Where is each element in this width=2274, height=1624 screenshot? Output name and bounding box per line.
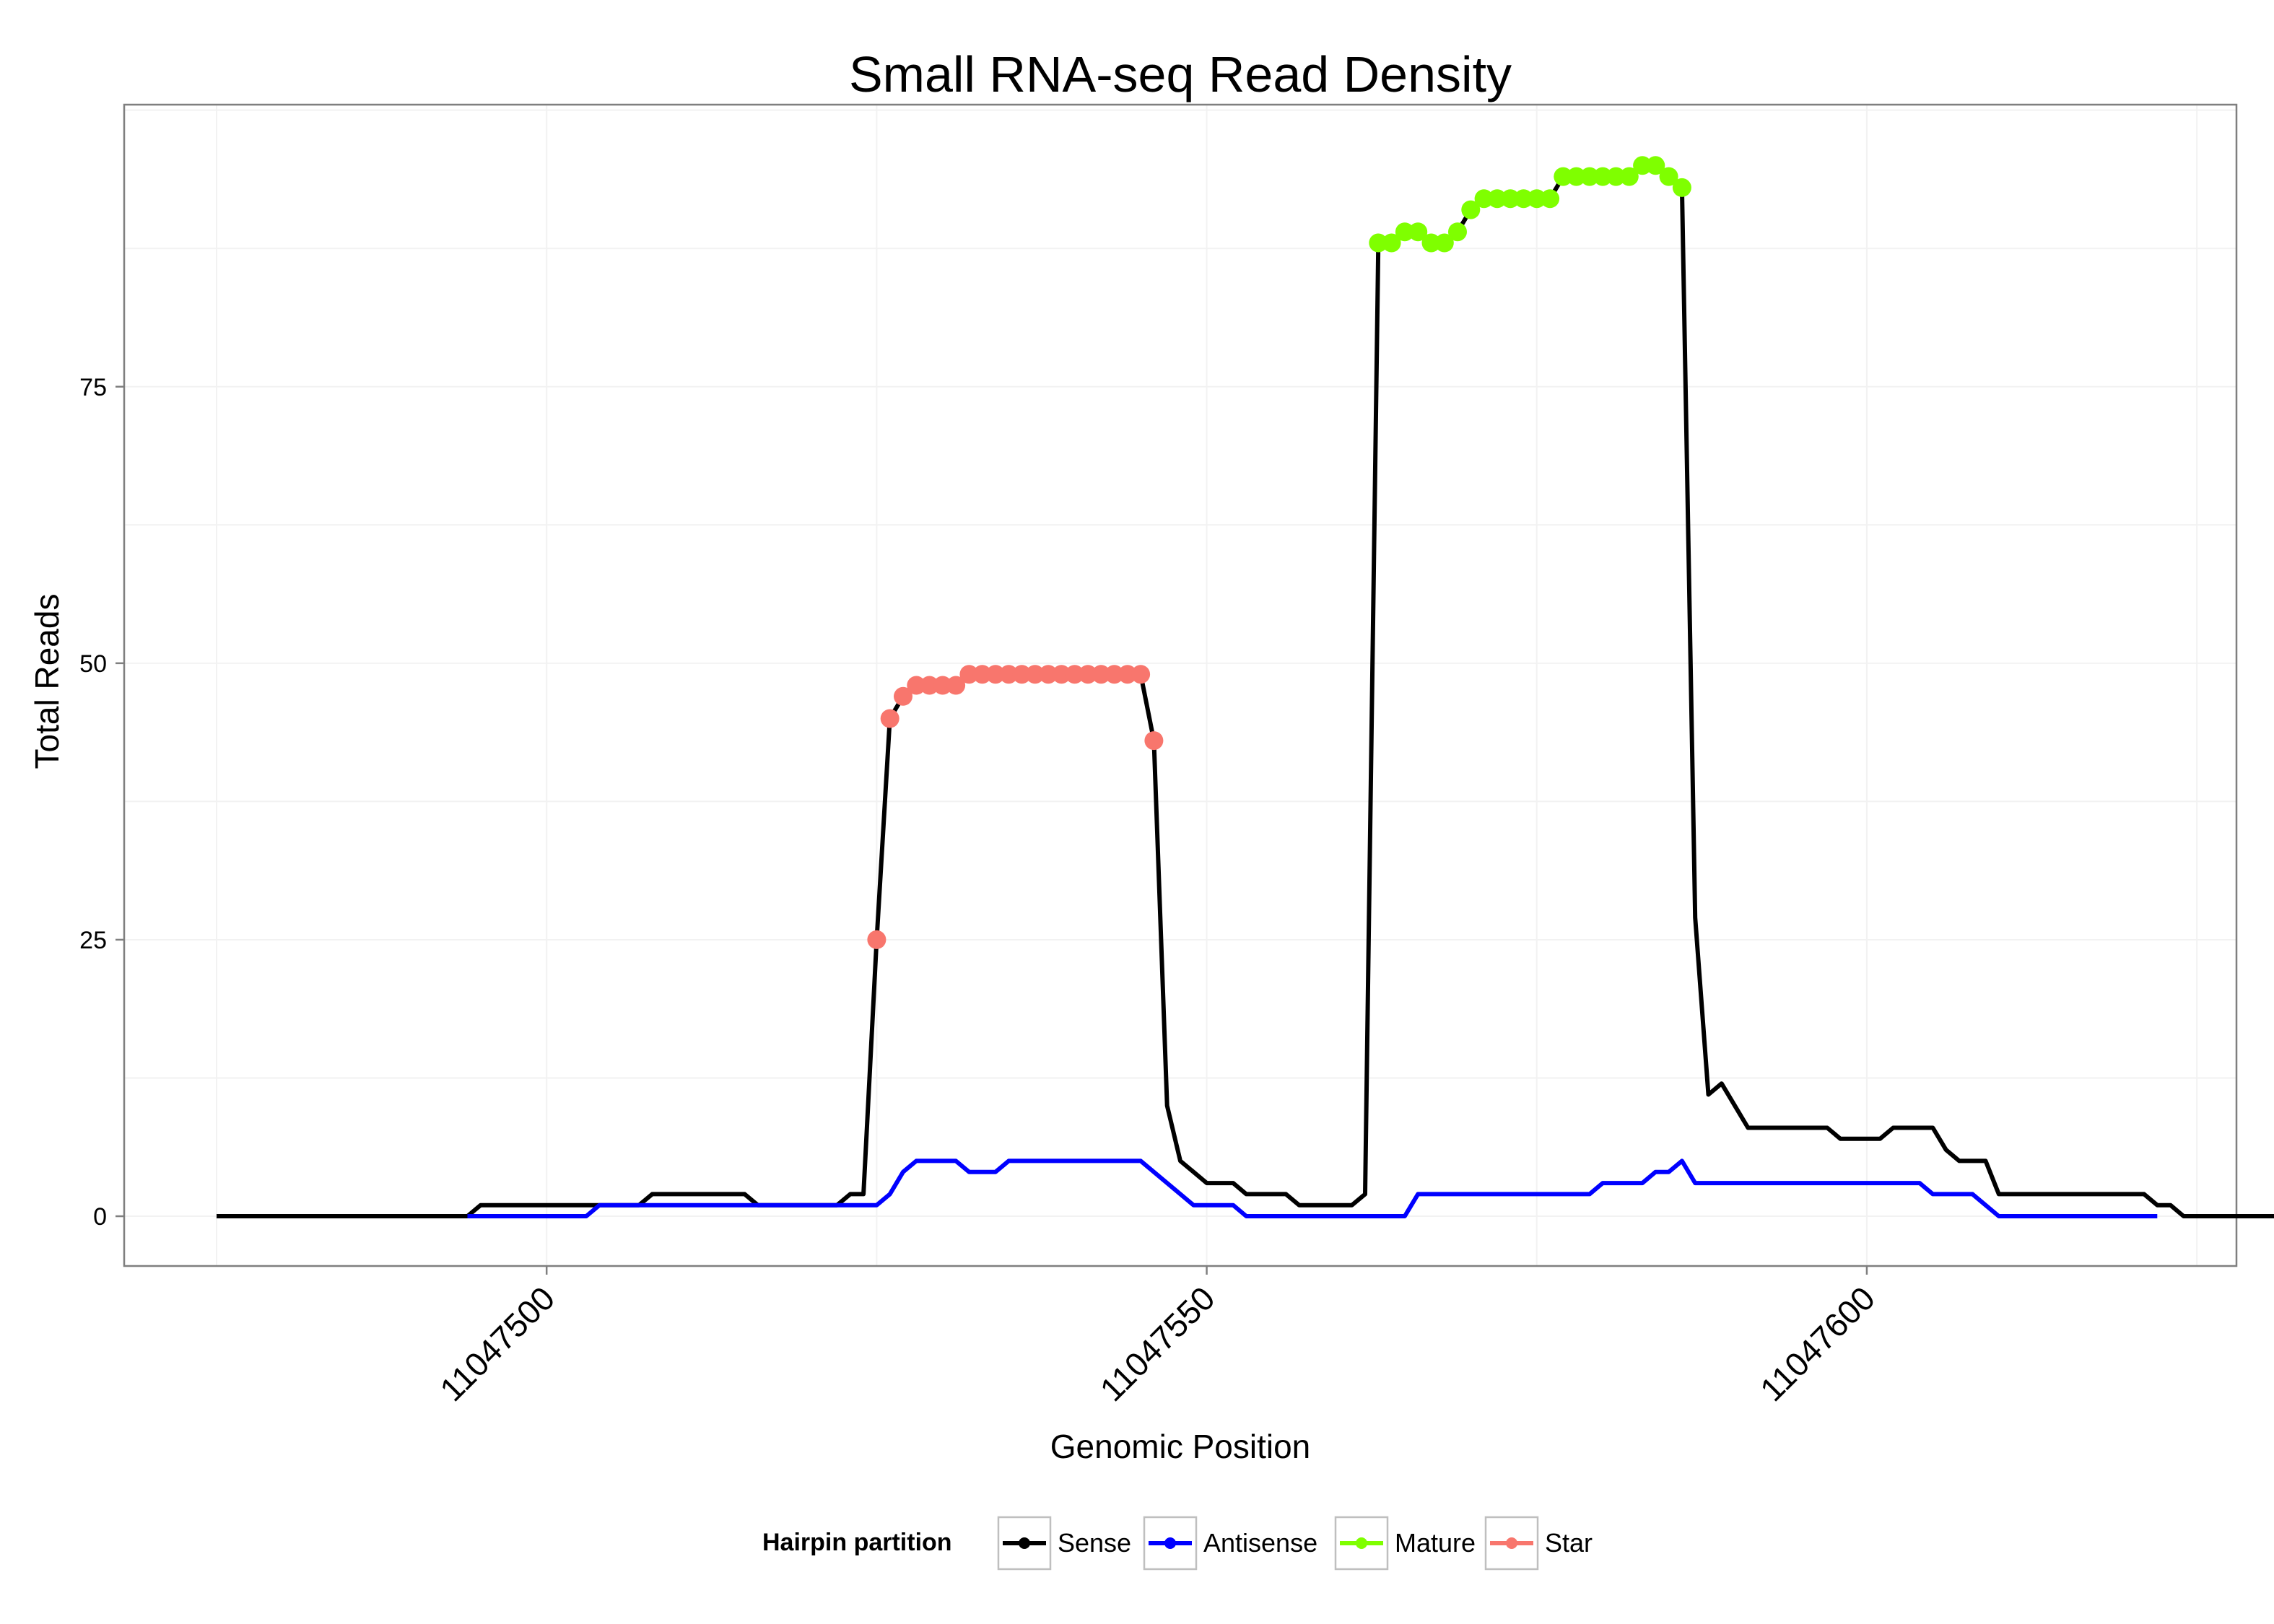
point-star (1012, 665, 1032, 684)
point-mature (1646, 156, 1665, 175)
point-mature (1593, 167, 1613, 186)
point-star (1039, 665, 1058, 684)
point-star (1025, 665, 1045, 684)
point-mature (1633, 156, 1652, 175)
point-mature (1487, 189, 1507, 209)
series-line-antisense (467, 1158, 2158, 1218)
y-tick-label: 0 (93, 1203, 107, 1231)
legend-key-marker (1019, 1537, 1030, 1549)
point-star (1105, 665, 1124, 684)
point-mature (1567, 167, 1586, 186)
legend-label-mature: Mature (1395, 1528, 1476, 1558)
point-star (972, 665, 992, 684)
point-star (907, 676, 926, 695)
point-mature (1382, 233, 1401, 253)
point-star (1065, 665, 1084, 684)
y-tick-label: 50 (79, 650, 107, 678)
point-star (1079, 665, 1097, 684)
point-mature (1461, 200, 1481, 219)
marker-layer (867, 156, 1691, 949)
point-star (1092, 665, 1111, 684)
point-mature (1395, 222, 1414, 242)
legend-key-marker (1164, 1537, 1176, 1549)
point-star (1052, 665, 1071, 684)
chart-title: Small RNA-seq Read Density (849, 46, 1512, 102)
x-axis-title: Genomic Position (1050, 1428, 1311, 1465)
point-star (946, 676, 966, 695)
plot-panel (123, 103, 2238, 1267)
point-mature (1527, 189, 1546, 209)
point-mature (1474, 189, 1494, 209)
point-star (959, 665, 979, 684)
point-star (1144, 731, 1164, 751)
legend: Hairpin partition Sense Antisense Mature Sta… (762, 1516, 1593, 1571)
point-star (1118, 665, 1137, 684)
point-star (999, 665, 1019, 684)
point-star (880, 709, 899, 728)
point-mature (1369, 233, 1388, 253)
legend-label-sense: Sense (1058, 1528, 1131, 1558)
point-mature (1659, 167, 1678, 186)
point-mature (1580, 167, 1599, 186)
point-mature (1434, 233, 1454, 253)
point-star (1131, 665, 1151, 684)
point-star (986, 665, 1005, 684)
point-star (920, 676, 939, 695)
point-mature (1606, 167, 1626, 186)
point-mature (1672, 178, 1691, 197)
point-mature (1514, 189, 1533, 209)
point-star (867, 930, 886, 949)
point-star (894, 686, 912, 706)
y-tick-label: 25 (79, 927, 107, 954)
point-mature (1501, 189, 1520, 209)
legend-key-marker (1506, 1537, 1517, 1549)
legend-key-marker (1356, 1537, 1367, 1549)
point-mature (1408, 222, 1428, 242)
point-mature (1554, 167, 1573, 186)
point-mature (1541, 189, 1560, 209)
legend-label-star: Star (1545, 1528, 1593, 1558)
y-axis-title: Total Reads (28, 594, 66, 769)
point-mature (1448, 222, 1467, 242)
y-tick-label: 75 (79, 374, 107, 401)
legend-title: Hairpin partition (762, 1529, 952, 1556)
point-mature (1619, 167, 1639, 186)
point-mature (1421, 233, 1441, 253)
legend-label-antisense: Antisense (1203, 1528, 1317, 1558)
point-star (933, 676, 952, 695)
